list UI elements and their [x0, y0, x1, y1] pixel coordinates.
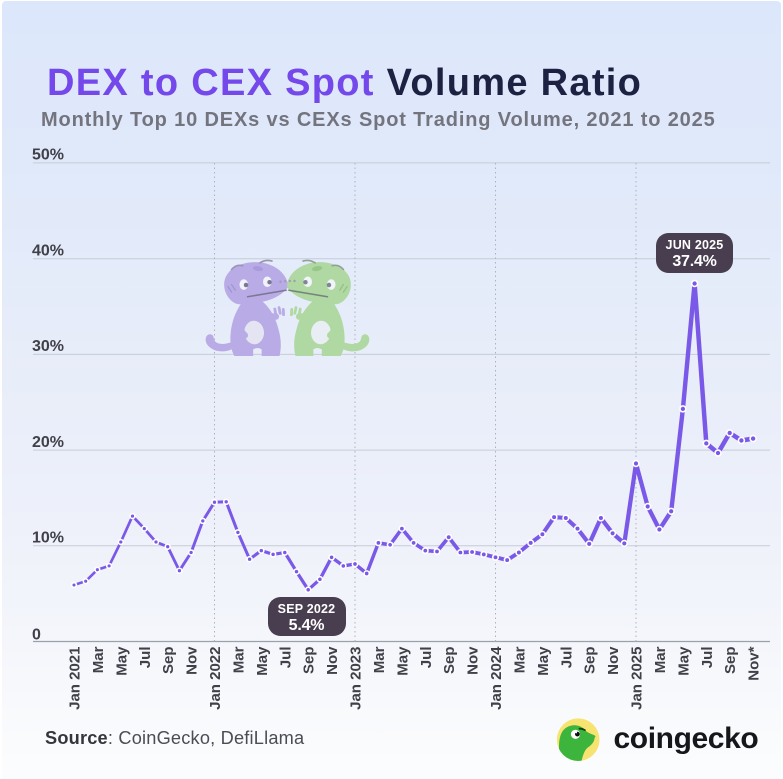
svg-text:Jul: Jul	[558, 647, 575, 669]
svg-text:Jul: Jul	[699, 647, 716, 669]
svg-text:Sep: Sep	[301, 647, 318, 675]
svg-text:Jan 2024: Jan 2024	[488, 646, 505, 710]
svg-text:Jan 2022: Jan 2022	[207, 647, 224, 710]
svg-text:10%: 10%	[32, 530, 64, 547]
svg-text:Jan 2021: Jan 2021	[67, 647, 84, 710]
svg-text:Nov: Nov	[465, 646, 482, 675]
svg-text:Nov: Nov	[324, 646, 341, 675]
svg-text:Mar: Mar	[371, 646, 388, 673]
svg-text:Jul: Jul	[418, 647, 435, 669]
svg-text:Mar: Mar	[230, 646, 247, 673]
svg-text:May: May	[394, 646, 411, 676]
svg-text:Sep: Sep	[722, 647, 739, 675]
svg-text:Nov: Nov	[605, 646, 622, 675]
svg-text:40%: 40%	[32, 243, 64, 260]
svg-text:May: May	[254, 646, 271, 676]
svg-text:coingecko: coingecko	[614, 722, 759, 755]
svg-text:Sep: Sep	[441, 647, 458, 675]
svg-text:Mar: Mar	[90, 646, 107, 673]
svg-text:May: May	[675, 646, 692, 676]
svg-text:Mar: Mar	[511, 646, 528, 673]
svg-text:May: May	[535, 646, 552, 676]
svg-text:20%: 20%	[32, 434, 64, 451]
svg-text:Jul: Jul	[137, 647, 154, 669]
svg-text:Jan 2025: Jan 2025	[629, 647, 646, 710]
svg-text:50%: 50%	[32, 147, 64, 164]
svg-text:Jul: Jul	[277, 647, 294, 669]
svg-text:Sep: Sep	[160, 647, 177, 675]
svg-text:Sep: Sep	[582, 647, 599, 675]
svg-text:Nov: Nov	[184, 646, 201, 675]
svg-text:30%: 30%	[32, 338, 64, 355]
svg-text:Jan 2023: Jan 2023	[348, 647, 365, 710]
svg-text:Mar: Mar	[652, 646, 669, 673]
svg-text:May: May	[113, 646, 130, 676]
svg-text:Nov*: Nov*	[746, 646, 763, 680]
svg-text:0: 0	[32, 627, 41, 644]
